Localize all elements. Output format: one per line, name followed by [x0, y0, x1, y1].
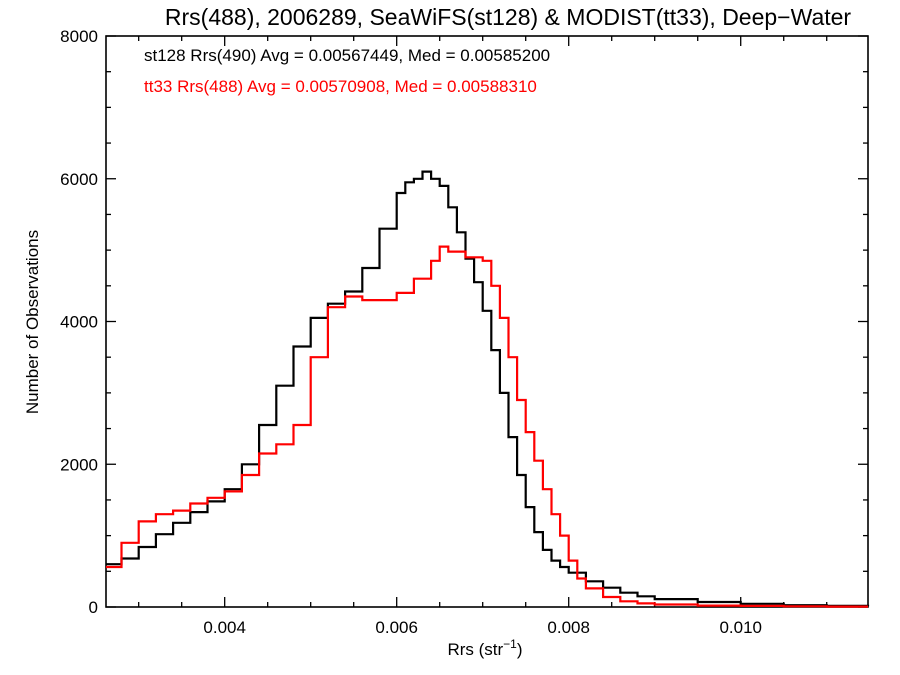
series-layer — [106, 170, 870, 608]
y-tick-label: 4000 — [60, 313, 98, 332]
axis-ticks — [106, 35, 868, 608]
axis-tick-labels: 0.004 0.006 0.008 0.010 0 2000 4000 6000 8000 — [60, 27, 762, 637]
x-tick-label: 0.004 — [203, 618, 246, 637]
annotation-red: tt33 Rrs(488) Avg = 0.00570908, Med = 0.… — [144, 77, 537, 96]
y-tick-label: 0 — [89, 598, 98, 617]
x-axis-label-superscript: −1 — [503, 637, 517, 651]
x-axis-label: Rrs (str−1) — [447, 637, 522, 659]
x-tick-label: 0.010 — [719, 618, 762, 637]
y-tick-label: 6000 — [60, 170, 98, 189]
y-axis-label: Number of Observations — [23, 230, 42, 414]
chart-title: Rrs(488), 2006289, SeaWiFS(st128) & MODI… — [165, 4, 852, 30]
annotation-black: st128 Rrs(490) Avg = 0.00567449, Med = 0… — [144, 46, 550, 65]
x-axis-label-main: Rrs (str — [447, 640, 503, 659]
x-tick-label: 0.006 — [375, 618, 418, 637]
y-tick-label: 8000 — [60, 27, 98, 46]
x-axis-label-close: ) — [517, 640, 523, 659]
plot-area: 0.004 0.006 0.008 0.010 0 2000 4000 6000 8000 — [60, 27, 870, 637]
series-line-red — [106, 245, 868, 608]
plot-frame — [105, 35, 869, 608]
y-tick-label: 2000 — [60, 455, 98, 474]
x-tick-label: 0.008 — [547, 618, 590, 637]
series-line-black — [106, 170, 870, 607]
